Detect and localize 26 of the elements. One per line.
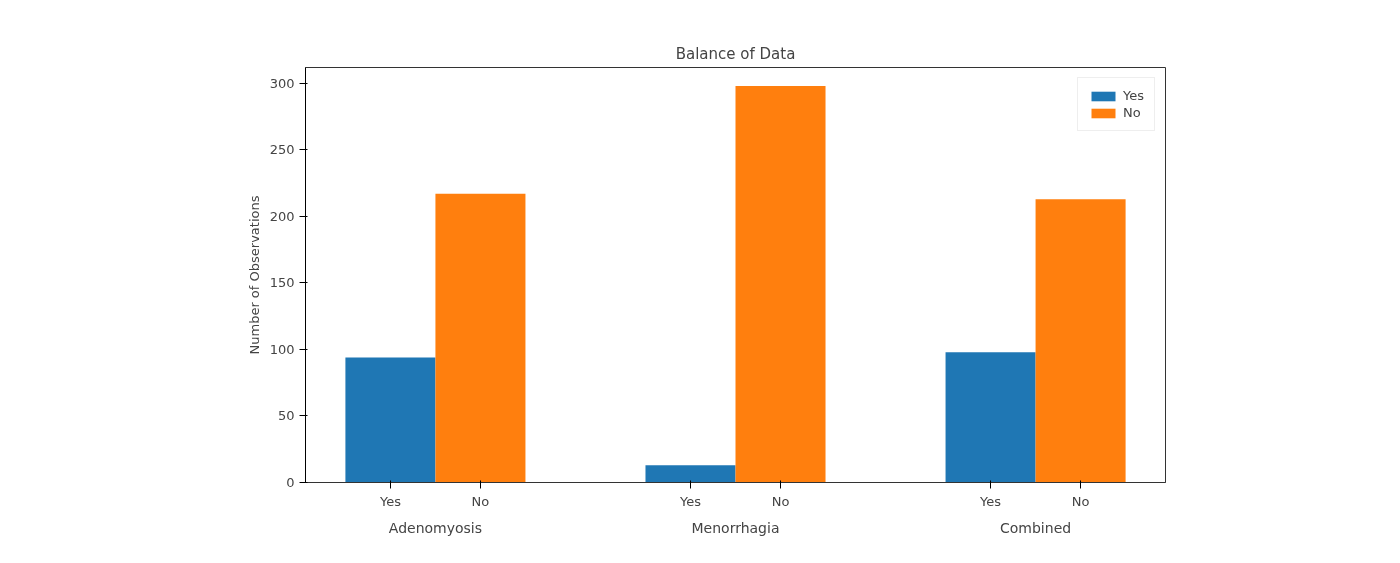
legend-label: No [1123,105,1142,120]
y-tick-label: 300 [269,75,295,91]
y-tick-label: 100 [269,341,295,357]
text: Yes [979,493,1002,509]
text: No [771,493,790,509]
y-tick-label: 150 [269,275,295,291]
y-tick-label: 200 [269,208,295,224]
bar [345,357,436,483]
bar [1035,199,1126,483]
y-axis-title: Number of Observations [246,195,262,355]
y-tick-label: 250 [269,142,295,158]
bar [735,86,826,483]
x-tick-label: Menorrhagia [691,519,780,536]
text: No [471,493,490,509]
y-tick-label: 0 [286,475,295,490]
y-tick-label: 50 [277,408,295,424]
x-tick-label: Combined [1000,519,1072,536]
text: Yes [378,493,402,509]
bar [645,465,736,483]
bar [945,352,1036,483]
x-tick-label: Adenomyosis [388,519,483,536]
chart-title: Balance of Data [675,44,796,63]
text: No [1071,493,1090,509]
legend-label: Yes [1123,88,1144,103]
bar [435,193,526,483]
text: Yes [679,493,702,509]
